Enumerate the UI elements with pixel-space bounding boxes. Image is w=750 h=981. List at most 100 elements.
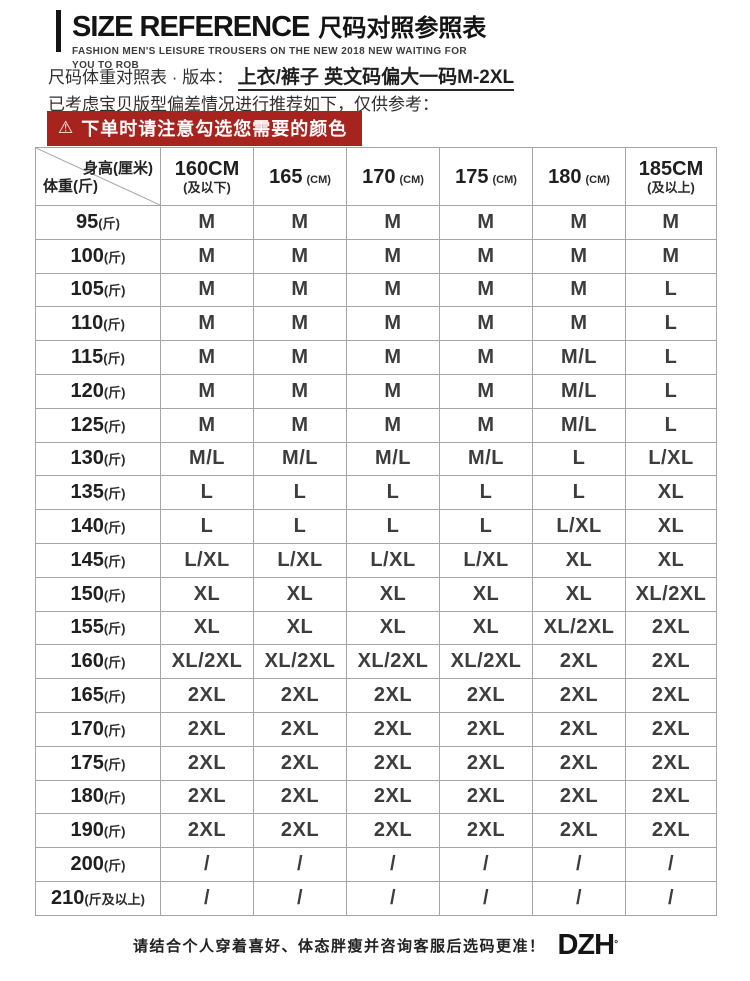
size-cell: / — [625, 880, 717, 916]
weight-unit: (斤) — [103, 824, 126, 840]
table-header-row: 身高(厘米) 体重(斤) 160CM (及以下) 165 (CM) 170 (CM) 175 (C… — [35, 147, 717, 206]
page-subtitle-line1: FASHION MEN'S LEISURE TROUSERS ON THE NE… — [72, 46, 467, 57]
size-cell: L — [532, 441, 626, 477]
size-cell: 2XL — [625, 813, 717, 849]
size-cell: 2XL — [532, 745, 626, 781]
size-cell: L/XL — [253, 542, 347, 578]
recommendation-note: 已考虑宝贝版型偏差情况进行推荐如下，仅供参考： — [48, 95, 439, 114]
size-cell: M — [346, 407, 440, 443]
size-cell: 2XL — [160, 711, 254, 747]
size-cell: / — [532, 847, 626, 882]
height-qualifier: (CM) — [399, 173, 424, 186]
table-row: 125(斤) M M M M M/L L — [35, 407, 717, 443]
version-line: 尺码体重对照表 · 版本： 上衣/裤子 英文码偏大一码M-2XL — [48, 62, 515, 91]
size-cell: M/L — [532, 407, 626, 443]
size-cell: M — [439, 407, 533, 443]
weight-unit: (斤) — [103, 553, 126, 569]
weight-unit: (斤) — [103, 520, 126, 536]
table-row: 110(斤) M M M M M L — [35, 306, 717, 342]
size-cell: / — [625, 847, 717, 882]
size-cell: M — [253, 272, 347, 308]
size-cell: XL — [532, 576, 626, 612]
size-cell: XL — [346, 576, 440, 612]
height-qualifier: (CM) — [585, 173, 610, 186]
weight-unit: (斤) — [103, 249, 126, 265]
size-cell: 2XL — [160, 678, 254, 713]
weight-value: 95 — [76, 210, 99, 233]
size-cell: L — [160, 475, 254, 511]
size-cell: M — [439, 306, 533, 342]
size-cell: M — [439, 238, 533, 274]
brand-mark: ° — [614, 939, 618, 950]
size-cell: / — [439, 880, 533, 916]
weight-value: 115 — [71, 346, 104, 369]
size-cell: XL — [625, 509, 717, 544]
version-label: 尺码体重对照表 · 版本： — [48, 68, 234, 87]
size-cell: M — [532, 238, 626, 274]
weight-label-cell: 190(斤) — [35, 813, 161, 849]
size-cell: L/XL — [625, 441, 717, 477]
weight-value: 100 — [70, 244, 104, 267]
weight-unit: (斤) — [103, 351, 125, 367]
size-cell: XL — [439, 610, 533, 646]
weight-value: 180 — [70, 785, 104, 808]
weight-value: 145 — [70, 548, 104, 571]
table-row: 165(斤) 2XL 2XL 2XL 2XL 2XL 2XL — [35, 678, 717, 713]
table-row: 105(斤) M M M M M L — [35, 272, 717, 308]
size-cell: M — [346, 306, 440, 342]
size-cell: L/XL — [439, 542, 533, 578]
size-cell: M — [346, 373, 440, 409]
weight-label-cell: 150(斤) — [35, 576, 161, 612]
height-value: 185CM — [638, 158, 704, 180]
weight-unit: (斤) — [98, 215, 120, 231]
size-cell: 2XL — [532, 813, 626, 849]
table-row: 190(斤) 2XL 2XL 2XL 2XL 2XL 2XL — [35, 813, 717, 849]
weight-label-cell: 100(斤) — [35, 238, 161, 274]
weight-unit: (斤) — [103, 858, 126, 874]
size-cell: XL — [346, 610, 440, 646]
size-cell: M — [160, 272, 254, 308]
size-cell: 2XL — [439, 779, 533, 815]
height-column-header: 180 (CM) — [532, 147, 626, 206]
size-cell: M — [532, 205, 626, 240]
size-cell: M — [346, 238, 440, 274]
weight-value: 135 — [70, 481, 104, 504]
size-cell: XL — [532, 542, 626, 578]
size-cell: XL/2XL — [253, 644, 347, 680]
size-table: 身高(厘米) 体重(斤) 160CM (及以下) 165 (CM) 170 (CM) 175 (C… — [35, 147, 717, 916]
size-cell: 2XL — [253, 813, 347, 849]
size-cell: L — [625, 306, 717, 342]
size-cell: M — [253, 238, 347, 274]
weight-value: 190 — [70, 819, 104, 842]
weight-label-cell: 165(斤) — [35, 678, 161, 713]
table-row: 95(斤) M M M M M M — [35, 205, 717, 240]
size-cell: 2XL — [253, 678, 347, 713]
weight-value: 125 — [70, 413, 104, 436]
weight-value: 210 — [50, 886, 85, 909]
size-cell: XL/2XL — [625, 576, 717, 612]
size-cell: 2XL — [532, 711, 626, 747]
warning-text: 下单时请注意勾选您需要的颜色 — [81, 119, 348, 139]
size-cell: 2XL — [439, 813, 533, 849]
corner-cell: 身高(厘米) 体重(斤) — [35, 147, 161, 206]
size-cell: M/L — [532, 340, 626, 375]
table-row: 150(斤) XL XL XL XL XL XL/2XL — [35, 576, 717, 612]
size-cell: M/L — [346, 441, 440, 477]
size-cell: XL/2XL — [160, 644, 254, 680]
table-row: 180(斤) 2XL 2XL 2XL 2XL 2XL 2XL — [35, 779, 717, 815]
brand-logo: DZH° — [557, 931, 618, 960]
height-qualifier: (及以下) — [183, 180, 231, 195]
weight-label-cell: 200(斤) — [35, 847, 161, 882]
footer: 请结合个人穿着喜好、体态胖瘦并咨询客服后选码更准！ DZH° — [0, 931, 750, 960]
size-cell: M/L — [253, 441, 347, 477]
table-row: 160(斤) XL/2XL XL/2XL XL/2XL XL/2XL 2XL 2XL — [35, 644, 717, 680]
size-cell: M — [346, 205, 440, 240]
table-row: 145(斤) L/XL L/XL L/XL L/XL XL XL — [35, 542, 717, 578]
size-cell: L — [439, 509, 533, 544]
weight-value: 105 — [70, 278, 104, 301]
weight-value: 165 — [70, 684, 104, 707]
size-cell: XL — [253, 576, 347, 612]
size-cell: 2XL — [253, 711, 347, 747]
size-cell: L/XL — [346, 542, 440, 578]
